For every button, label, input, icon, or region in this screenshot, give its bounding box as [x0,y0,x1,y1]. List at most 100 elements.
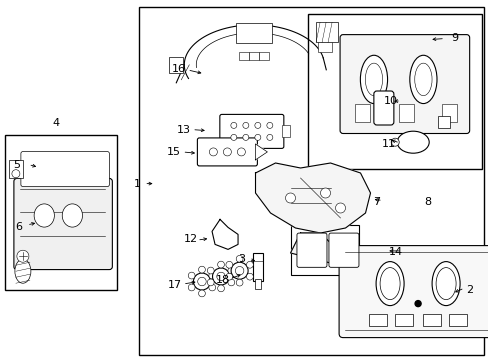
Text: 5: 5 [14,159,20,170]
Circle shape [193,273,210,290]
Circle shape [208,284,215,291]
Ellipse shape [365,63,382,96]
Text: 3: 3 [238,254,245,264]
Circle shape [254,134,260,140]
Circle shape [236,279,243,286]
Ellipse shape [414,63,431,96]
Circle shape [197,277,206,286]
Ellipse shape [409,55,436,104]
Bar [169,57,183,73]
Bar [249,52,259,60]
Polygon shape [212,219,238,249]
Bar [5,135,117,290]
Bar [437,116,449,128]
Circle shape [209,148,217,156]
Bar [368,314,386,325]
Circle shape [227,279,234,286]
Circle shape [230,134,236,140]
Circle shape [266,134,272,140]
Circle shape [17,250,29,262]
Circle shape [216,272,225,281]
Ellipse shape [15,259,31,283]
Polygon shape [255,163,370,233]
Circle shape [227,267,234,274]
FancyBboxPatch shape [220,114,283,148]
Bar [290,225,359,275]
Text: 9: 9 [450,33,457,43]
Circle shape [217,285,224,292]
Circle shape [236,255,243,262]
FancyBboxPatch shape [373,91,393,125]
Ellipse shape [435,267,455,300]
Circle shape [207,267,214,274]
Circle shape [230,122,236,129]
Polygon shape [255,144,267,160]
Circle shape [198,290,205,297]
Text: 12: 12 [183,234,197,244]
Text: 8: 8 [424,197,430,207]
Text: 2: 2 [465,285,472,295]
Text: 17: 17 [168,280,182,290]
Bar [448,314,466,325]
Circle shape [335,203,345,213]
FancyBboxPatch shape [296,233,326,267]
Bar [9,160,23,178]
Bar [355,104,369,122]
Ellipse shape [360,55,387,104]
Bar [236,23,272,43]
Ellipse shape [34,204,54,227]
Circle shape [235,266,244,275]
Text: 4: 4 [53,118,60,128]
Circle shape [390,138,398,146]
Text: 15: 15 [166,147,180,157]
FancyBboxPatch shape [338,246,488,338]
Circle shape [320,188,330,198]
FancyBboxPatch shape [339,35,468,134]
Text: 14: 14 [388,247,402,257]
Bar [307,14,481,169]
FancyBboxPatch shape [21,152,109,186]
Bar [441,104,456,122]
Bar [315,22,337,42]
Circle shape [254,122,260,129]
Bar [281,125,289,138]
Circle shape [266,122,272,129]
FancyBboxPatch shape [197,138,257,166]
Circle shape [246,273,253,280]
Circle shape [188,272,195,279]
Circle shape [414,301,420,307]
Circle shape [231,262,247,279]
Text: 7: 7 [372,197,379,207]
Text: 10: 10 [384,96,397,106]
Bar [253,253,263,281]
Text: 13: 13 [176,125,190,135]
Bar [317,42,331,53]
Circle shape [188,284,195,291]
Circle shape [243,122,248,129]
Ellipse shape [62,204,82,227]
Text: 16: 16 [171,64,185,74]
FancyBboxPatch shape [14,179,112,270]
Bar [394,314,412,325]
Bar [139,7,483,355]
Circle shape [246,261,253,268]
Circle shape [225,273,232,280]
Circle shape [217,261,224,268]
Circle shape [223,148,231,156]
Circle shape [212,268,229,285]
Ellipse shape [396,131,428,153]
Bar [422,314,440,325]
Polygon shape [290,233,340,263]
Bar [259,52,269,60]
Ellipse shape [379,267,399,300]
Circle shape [225,261,232,268]
Bar [398,104,413,122]
Bar [239,52,249,60]
Ellipse shape [431,262,459,306]
Circle shape [208,272,215,279]
Circle shape [198,266,205,273]
Text: 18: 18 [215,275,229,285]
Text: 1: 1 [133,179,140,189]
Bar [255,279,261,289]
Circle shape [237,148,245,156]
